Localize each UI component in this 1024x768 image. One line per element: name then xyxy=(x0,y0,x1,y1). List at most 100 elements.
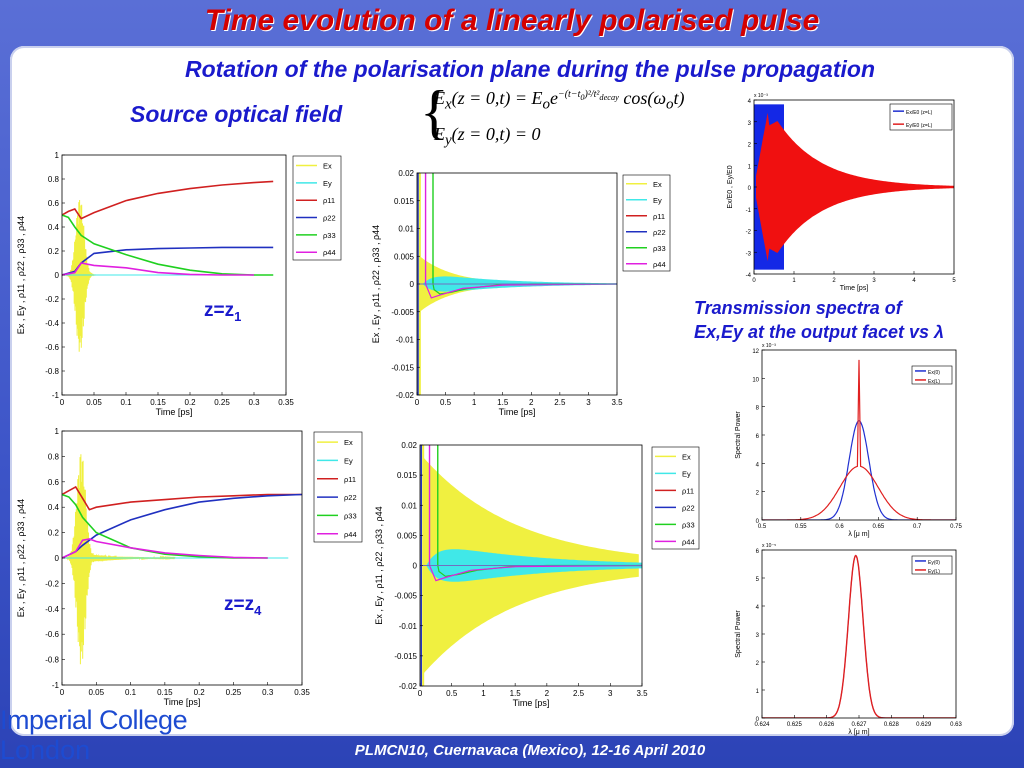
y-tick-label: -0.6 xyxy=(45,630,59,639)
y-tick-label: 1 xyxy=(55,427,60,436)
y-tick-label: 8 xyxy=(756,406,760,412)
series-ρ11 xyxy=(62,485,302,511)
y-tick-label: -1 xyxy=(746,208,752,214)
y-tick-label: -0.005 xyxy=(394,592,417,601)
x-tick-label: 0.05 xyxy=(88,688,104,697)
y-tick-label: 2 xyxy=(756,491,760,497)
equation-ey: Ey(z = 0,t) = 0 xyxy=(434,124,541,149)
chart-7: 0.624 0.625 0.626 0.627 0.628 0.629 0.63 6 5 4 3 2 1… xyxy=(735,543,962,736)
y-tick-label: 0.6 xyxy=(48,199,60,208)
ey0-trace xyxy=(762,554,956,718)
legend-entry: Ex(0) xyxy=(928,370,940,376)
series-ρ33 xyxy=(62,214,274,276)
x-tick-label: 0.625 xyxy=(787,722,803,728)
ex-trace xyxy=(64,199,104,352)
y-axis-label: Ex/E0 , Ey/E0 xyxy=(727,165,734,208)
x-tick-label: 0.15 xyxy=(157,688,173,697)
y-tick-label: 5 xyxy=(756,577,760,583)
x-tick-label: 2 xyxy=(832,278,836,284)
legend-entry: Ex/E0 (z=L) xyxy=(906,110,933,116)
x-tick-label: 0.626 xyxy=(819,722,835,728)
legend-entry: ρ44 xyxy=(344,530,357,539)
y-tick-label: -2 xyxy=(746,230,752,236)
legend-entry: ρ22 xyxy=(323,214,336,223)
y-axis-label: Spectral Power xyxy=(735,411,742,459)
y-axis-label: Ex , Ey , ρ11 , ρ22 , ρ33 , ρ44 xyxy=(16,216,26,334)
x-tick-label: 0.5 xyxy=(446,689,458,698)
y-tick-label: 4 xyxy=(748,99,752,105)
y-tick-label: 0.01 xyxy=(401,501,417,510)
legend-entry: Ey(0) xyxy=(928,560,940,566)
y-tick-label: 0.6 xyxy=(48,478,60,487)
legend-entry: Ex xyxy=(682,452,691,461)
x-tick-label: 0.5 xyxy=(440,398,452,407)
chart-7-plot-area xyxy=(762,554,956,718)
x-tick-label: 0.3 xyxy=(248,398,260,407)
source-field-label: Source optical field xyxy=(130,101,343,127)
legend-entry: ρ44 xyxy=(323,248,336,257)
legend-entry: Ex xyxy=(653,180,662,189)
chart-6-legend: Ex(0) Ex(L) xyxy=(911,365,953,385)
y-tick-label: 3 xyxy=(748,121,752,127)
chart-2-plot-area xyxy=(417,173,617,395)
y-tick-label: 0.4 xyxy=(48,223,60,232)
x-axis-label: λ [μ m] xyxy=(848,531,869,538)
chart-6: 0.5 0.55 0.6 0.65 0.7 0.75 12 10 8 6 4 2 0 x 10⁻³ λ [μ… xyxy=(735,343,962,538)
y-tick-label: -4 xyxy=(746,273,752,279)
series-ρ33 xyxy=(62,493,268,559)
y-tick-label: -0.8 xyxy=(45,656,59,665)
legend-entry: Ex(L) xyxy=(928,379,940,385)
chart-1: 0 0.05 0.1 0.15 0.2 0.25 0.3 0.35 1 0.8 0.6 0.4 0.2 0… xyxy=(16,151,342,417)
x-tick-label: 2 xyxy=(545,689,550,698)
y-tick-label: 2 xyxy=(756,661,760,667)
y-tick-label: 0.01 xyxy=(398,225,414,234)
legend-entry: Ey xyxy=(323,179,332,188)
y-tick-label: 1 xyxy=(756,689,760,695)
x-tick-label: 0.5 xyxy=(758,524,767,530)
y-tick-label: 0.2 xyxy=(48,247,60,256)
chart-3-legend: Ex Ey ρ11 ρ22 ρ33 ρ44 xyxy=(313,431,363,543)
slide-title: Time evolution of a linearly polarised p… xyxy=(204,4,820,37)
x-axis-label: Time [ps] xyxy=(156,407,193,417)
y-tick-label: 0.4 xyxy=(48,503,60,512)
x-tick-label: 2.5 xyxy=(554,398,566,407)
y-tick-label: 0 xyxy=(55,554,60,563)
y-axis-label: Ex , Ey , ρ11 , ρ22 , ρ33 , ρ44 xyxy=(371,225,381,343)
chart-5-plot-area xyxy=(754,104,954,270)
x-tick-label: 0.65 xyxy=(873,524,885,530)
chart-5-legend: Ex/E0 (z=L) Ey/E0 (z=L) xyxy=(889,103,953,131)
x-tick-label: 0.55 xyxy=(795,524,807,530)
y-exponent: x 10⁻³ xyxy=(754,93,768,99)
x-axis-label: Time [ps] xyxy=(513,698,550,708)
x-tick-label: 4 xyxy=(912,278,916,284)
legend-entry: ρ11 xyxy=(682,486,694,495)
transmission-caption: Transmission spectra of Ex,Ey at the out… xyxy=(694,298,945,342)
x-tick-label: 0.35 xyxy=(294,688,310,697)
y-tick-label: 0 xyxy=(413,562,418,571)
imperial-logo-line1: Imperial College xyxy=(0,705,188,735)
legend-entry: Ey xyxy=(682,469,691,478)
y-tick-label: 0.005 xyxy=(397,531,418,540)
chart-5: 0 1 2 3 4 5 4 3 2 1 0 -1 -2 -3 -4 x 10⁻³ Time [ps] Ex/E0 … xyxy=(727,93,956,292)
chart-2-legend: Ex Ey ρ11 ρ22 ρ33 ρ44 xyxy=(622,174,671,272)
y-tick-label: 0.8 xyxy=(48,175,60,184)
x-tick-label: 1 xyxy=(481,689,486,698)
y-tick-label: 0.015 xyxy=(397,471,418,480)
x-tick-label: 0.7 xyxy=(913,524,922,530)
chart-4-legend: Ex Ey ρ11 ρ22 ρ33 ρ44 xyxy=(651,446,700,550)
legend-entry: ρ11 xyxy=(653,212,665,221)
ey-envelope xyxy=(756,112,954,262)
y-tick-label: 0.005 xyxy=(394,252,415,261)
legend-entry: ρ44 xyxy=(682,537,695,546)
legend-entry: ρ44 xyxy=(653,260,666,269)
chart-4: 0 0.5 1 1.5 2 2.5 3 3.5 0.02 0.015 0.01 0.005 0 -0.00… xyxy=(374,441,700,708)
y-tick-label: 4 xyxy=(756,462,760,468)
legend-entry: Ey xyxy=(653,196,662,205)
y-tick-label: 4 xyxy=(756,605,760,611)
y-exponent: x 10⁻³ xyxy=(762,343,776,349)
y-tick-label: -3 xyxy=(746,251,752,257)
chart-7-legend: Ey(0) Ey(L) xyxy=(911,555,953,575)
chart-2: 0 0.5 1 1.5 2 2.5 3 3.5 0.02 0.015 0.01 0.005 0 -0.00… xyxy=(371,169,671,417)
footer-text: PLMCN10, Cuernavaca (Mexico), 12-16 Apri… xyxy=(354,742,706,759)
